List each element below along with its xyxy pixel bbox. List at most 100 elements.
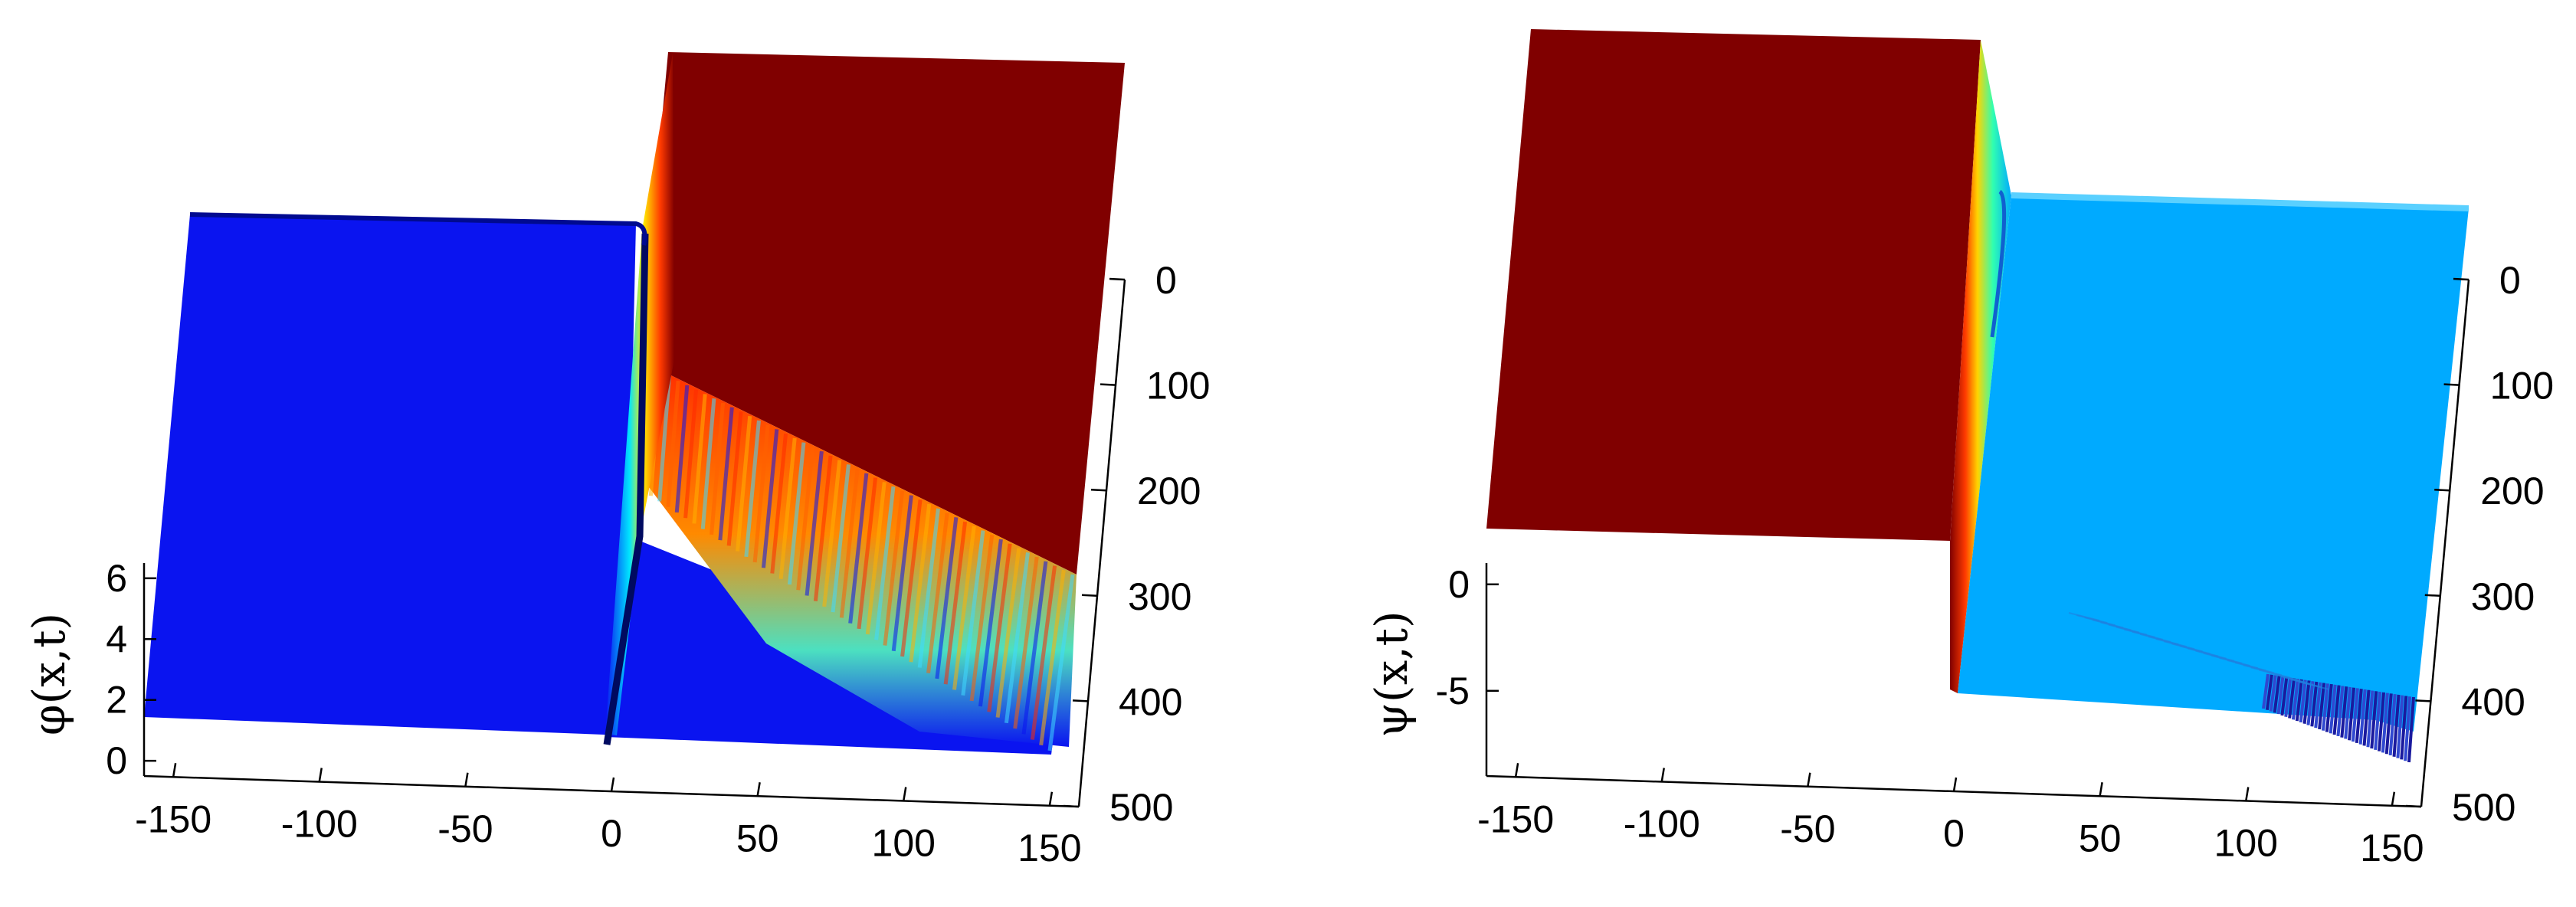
t-tick-label: 100 bbox=[1146, 365, 1210, 408]
radiation-stripe bbox=[2284, 677, 2293, 718]
t-tick-mark bbox=[1072, 699, 1089, 702]
radiation-stripe bbox=[1047, 574, 1075, 751]
radiation-stripe bbox=[2276, 676, 2285, 715]
radiation-stripe bbox=[2358, 689, 2367, 745]
t-tick-label: 400 bbox=[2461, 680, 2525, 723]
radiation-stripe bbox=[778, 437, 797, 579]
radiation-stripe bbox=[952, 526, 976, 690]
phi-z-ticks: 0 2 4 6 bbox=[106, 557, 156, 782]
x-tick-mark bbox=[464, 772, 469, 787]
radiation-stripe bbox=[900, 499, 923, 657]
x-tick-label: -100 bbox=[1624, 803, 1700, 846]
radiation-stripe bbox=[2336, 686, 2345, 737]
x-tick-label: 50 bbox=[736, 817, 779, 860]
psi-x-ticks: -150 -100 -50 0 50 100 150 bbox=[1477, 763, 2424, 869]
radiation-stripe bbox=[2407, 696, 2415, 763]
radiation-stripe bbox=[2280, 676, 2289, 716]
radiation-stripe bbox=[1021, 561, 1048, 735]
radiation-stripe bbox=[969, 534, 995, 702]
z-tick-label: -5 bbox=[1436, 670, 1470, 712]
t-tick-label: 200 bbox=[1137, 470, 1201, 512]
radiation-stripe bbox=[2404, 696, 2412, 761]
radiation-stripe bbox=[2355, 689, 2363, 744]
x-tick-label: 0 bbox=[601, 812, 622, 855]
psi-kink-wall bbox=[1950, 40, 2011, 693]
radiation-stripe bbox=[917, 508, 940, 668]
radiation-ripple bbox=[2298, 681, 2330, 690]
radiation-stripe bbox=[2378, 692, 2386, 751]
x-tick-label: -100 bbox=[281, 803, 358, 846]
radiation-stripe bbox=[2344, 686, 2352, 739]
radiation-stripe bbox=[865, 482, 887, 635]
radiation-stripe bbox=[805, 450, 824, 596]
radiation-stripe bbox=[2381, 693, 2389, 753]
z-tick-label: 4 bbox=[106, 617, 127, 660]
radiation-stripe bbox=[736, 415, 752, 552]
x-tick-label: -50 bbox=[438, 807, 493, 850]
t-tick-label: 500 bbox=[1109, 786, 1173, 829]
t-tick-label: 0 bbox=[2499, 259, 2521, 302]
phi-low-plateau-edge bbox=[189, 212, 647, 246]
radiation-stripe bbox=[2348, 687, 2356, 741]
radiation-stripe bbox=[2340, 686, 2348, 738]
t-tick-label: 500 bbox=[2452, 786, 2515, 829]
radiation-stripe bbox=[883, 490, 905, 646]
t-tick-label: 200 bbox=[2480, 470, 2544, 512]
radiation-stripe bbox=[1013, 556, 1039, 729]
radiation-stripe bbox=[987, 543, 1012, 712]
radiation-stripe bbox=[2400, 696, 2408, 760]
radiation-stripe bbox=[2295, 679, 2303, 722]
z-tick-label: 6 bbox=[106, 557, 127, 600]
radiation-stripe bbox=[2265, 674, 2273, 711]
radiation-stripe bbox=[995, 548, 1021, 718]
radiation-stripe bbox=[2384, 693, 2393, 755]
t-tick-label: 0 bbox=[1155, 259, 1177, 302]
radiation-stripe bbox=[2273, 676, 2281, 713]
radiation-stripe bbox=[2288, 678, 2296, 719]
x-tick-mark bbox=[903, 787, 907, 801]
radiation-stripe bbox=[857, 477, 878, 630]
radiation-stripe bbox=[2306, 681, 2315, 725]
t-tick-mark bbox=[2424, 594, 2440, 598]
x-tick-label: 50 bbox=[2079, 817, 2122, 860]
radiation-stripe bbox=[1004, 552, 1030, 724]
panel-phi: -150 -100 -50 0 50 100 150 0 100 200 300 400 500 0 2… bbox=[23, 52, 1210, 869]
psi-t-axis bbox=[2420, 279, 2470, 807]
radiation-stripe bbox=[2310, 681, 2319, 727]
radiation-stripe bbox=[666, 381, 680, 507]
radiation-stripe bbox=[2388, 694, 2397, 756]
radiation-stripe bbox=[2325, 683, 2333, 732]
t-tick-mark bbox=[2453, 277, 2469, 281]
radiation-stripe bbox=[770, 433, 788, 574]
radiation-stripe bbox=[718, 407, 734, 541]
radiation-stripe bbox=[2291, 678, 2299, 720]
x-tick-mark bbox=[2391, 791, 2396, 806]
phi-low-plateau bbox=[144, 214, 636, 735]
phi-high-plateau bbox=[640, 52, 1125, 575]
radiation-stripe bbox=[2362, 689, 2371, 746]
phi-t-ticks: 0 100 200 300 400 500 bbox=[1063, 259, 1210, 829]
x-tick-mark bbox=[1660, 768, 1665, 782]
radiation-stripe bbox=[796, 447, 815, 591]
radiation-stripe bbox=[1030, 565, 1057, 740]
x-tick-mark bbox=[318, 768, 323, 782]
radiation-stripe bbox=[2396, 695, 2404, 758]
radiation-stripe bbox=[2302, 680, 2311, 724]
psi-radiation-stripes bbox=[2068, 612, 2415, 763]
radiation-stripe bbox=[2370, 691, 2378, 749]
z-tick-label: 2 bbox=[106, 679, 127, 722]
phi-t-axis bbox=[1077, 279, 1126, 807]
phi-z-label: φ(x,t) bbox=[23, 613, 75, 735]
radiation-stripe bbox=[2332, 685, 2341, 735]
x-tick-label: 100 bbox=[872, 822, 936, 865]
t-tick-mark bbox=[1081, 594, 1098, 598]
radiation-stripe bbox=[683, 389, 699, 519]
x-tick-label: -150 bbox=[135, 797, 211, 840]
z-tick-label: 0 bbox=[1448, 563, 1470, 606]
psi-low-plateau bbox=[1958, 195, 2469, 732]
radiation-stripe bbox=[961, 530, 985, 696]
radiation-stripe bbox=[813, 455, 833, 601]
radiation-stripe bbox=[2321, 683, 2329, 731]
radiation-stripe bbox=[839, 468, 860, 618]
